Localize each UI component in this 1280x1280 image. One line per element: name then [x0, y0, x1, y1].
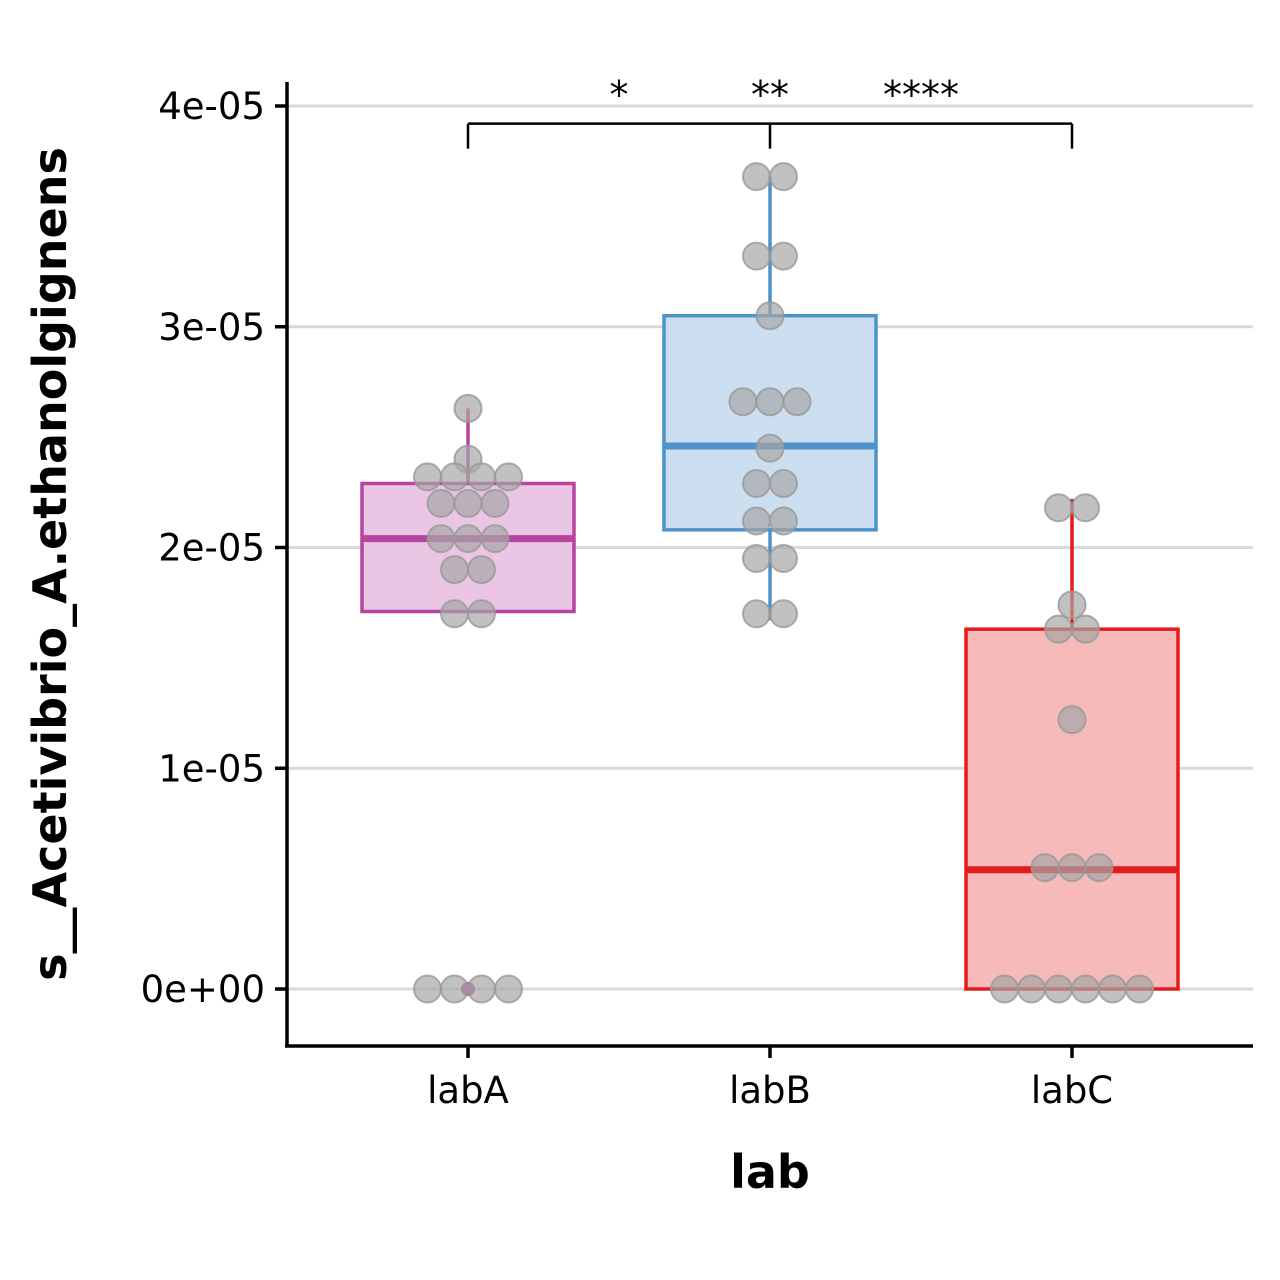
data-point: [480, 524, 510, 554]
data-point: [1071, 614, 1100, 644]
data-point: [467, 555, 496, 585]
y-tick-label: 1e-05: [158, 747, 265, 790]
data-point: [494, 974, 523, 1004]
data-point: [453, 524, 483, 554]
data-point: [413, 974, 442, 1004]
data-point: [1044, 974, 1073, 1004]
data-point: [728, 387, 758, 417]
data-point: [1017, 974, 1046, 1004]
data-point: [742, 241, 771, 271]
y-tick-label: 0e+00: [141, 968, 265, 1011]
axes: 0e+00 1e-05 2e-05 3e-05 4e-05 labA labB labC: [141, 82, 1253, 1112]
data-point: [769, 506, 798, 536]
x-tick-label: labB: [729, 1069, 811, 1112]
data-point: [769, 544, 798, 574]
y-tick-label: 2e-05: [158, 527, 265, 570]
data-point: [769, 599, 798, 629]
y-tick-label: 3e-05: [158, 306, 265, 349]
data-point: [1071, 493, 1100, 523]
box-labC: [964, 627, 1180, 991]
data-point: [494, 462, 523, 492]
data-point: [742, 162, 771, 192]
data-point: [453, 488, 483, 518]
box-labB: [662, 313, 878, 532]
data-point: [1125, 974, 1154, 1004]
data-point: [453, 393, 483, 423]
data-point: [1098, 974, 1127, 1004]
significance-label: **: [751, 73, 789, 117]
significance-label: ****: [883, 73, 959, 117]
data-point: [742, 468, 771, 498]
data-point: [440, 462, 469, 492]
data-point: [480, 488, 510, 518]
data-point: [990, 974, 1019, 1004]
data-point: [467, 974, 496, 1004]
data-point: [1057, 590, 1087, 620]
significance-annotations: * ** ****: [466, 73, 1074, 149]
data-point: [755, 433, 785, 463]
data-point: [440, 599, 469, 629]
data-point: [1057, 853, 1087, 883]
data-point: [467, 599, 496, 629]
data-point: [1071, 974, 1100, 1004]
data-point: [769, 468, 798, 498]
data-point: [426, 488, 456, 518]
data-point: [440, 555, 469, 585]
data-point: [1044, 614, 1073, 644]
boxes: [360, 176, 1180, 996]
data-point: [467, 462, 496, 492]
x-tick-label: labA: [427, 1069, 509, 1112]
data-point: [742, 506, 771, 536]
data-point: [742, 544, 771, 574]
data-points: [413, 162, 1154, 1004]
x-axis-title: lab: [730, 1145, 810, 1199]
y-tick-label: 4e-05: [158, 85, 265, 128]
data-point: [426, 524, 456, 554]
y-axis-title: s__Acetivibrio_A.ethanolgignens: [23, 147, 77, 981]
significance-label: *: [610, 73, 629, 117]
data-point: [769, 162, 798, 192]
data-point: [413, 462, 442, 492]
data-point: [742, 599, 771, 629]
data-point: [1084, 853, 1114, 883]
data-point: [755, 301, 785, 331]
x-tick-label: labC: [1031, 1069, 1113, 1112]
data-point: [769, 241, 798, 271]
data-point: [440, 974, 469, 1004]
data-point: [782, 387, 812, 417]
data-point: [1057, 705, 1087, 735]
data-point: [1030, 853, 1060, 883]
data-point: [1044, 493, 1073, 523]
data-point: [755, 387, 785, 417]
